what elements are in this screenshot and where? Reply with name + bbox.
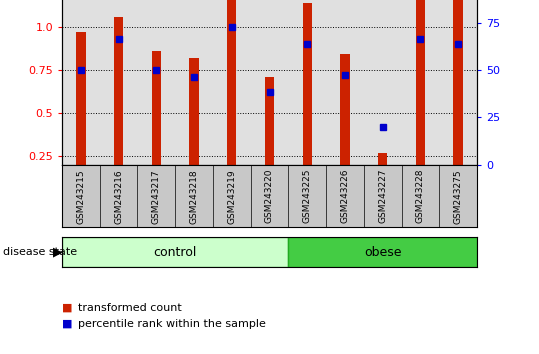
Text: GSM243228: GSM243228 xyxy=(416,169,425,223)
Text: transformed count: transformed count xyxy=(78,303,182,313)
Text: GSM243227: GSM243227 xyxy=(378,169,387,223)
Bar xyxy=(189,58,199,165)
Bar xyxy=(151,51,161,165)
Bar xyxy=(453,0,463,165)
Bar xyxy=(302,3,312,165)
Text: GSM243217: GSM243217 xyxy=(152,169,161,224)
Text: ■: ■ xyxy=(62,319,72,329)
Text: ▶: ▶ xyxy=(53,246,63,259)
Text: control: control xyxy=(154,246,197,259)
Bar xyxy=(416,0,425,165)
Text: disease state: disease state xyxy=(3,247,77,257)
Text: GSM243275: GSM243275 xyxy=(454,169,462,224)
Bar xyxy=(76,32,86,165)
Text: GSM243219: GSM243219 xyxy=(227,169,236,224)
Bar xyxy=(227,0,237,165)
Bar xyxy=(378,153,388,165)
Text: ■: ■ xyxy=(62,303,72,313)
Text: GSM243220: GSM243220 xyxy=(265,169,274,223)
Bar xyxy=(288,237,477,267)
Bar xyxy=(62,237,288,267)
Text: obese: obese xyxy=(364,246,402,259)
Text: GSM243216: GSM243216 xyxy=(114,169,123,224)
Text: GSM243226: GSM243226 xyxy=(341,169,349,223)
Text: GSM243215: GSM243215 xyxy=(77,169,85,224)
Bar xyxy=(265,77,274,165)
Text: GSM243225: GSM243225 xyxy=(303,169,312,223)
Bar xyxy=(114,17,123,165)
Bar xyxy=(340,55,350,165)
Text: GSM243218: GSM243218 xyxy=(190,169,198,224)
Text: percentile rank within the sample: percentile rank within the sample xyxy=(78,319,266,329)
